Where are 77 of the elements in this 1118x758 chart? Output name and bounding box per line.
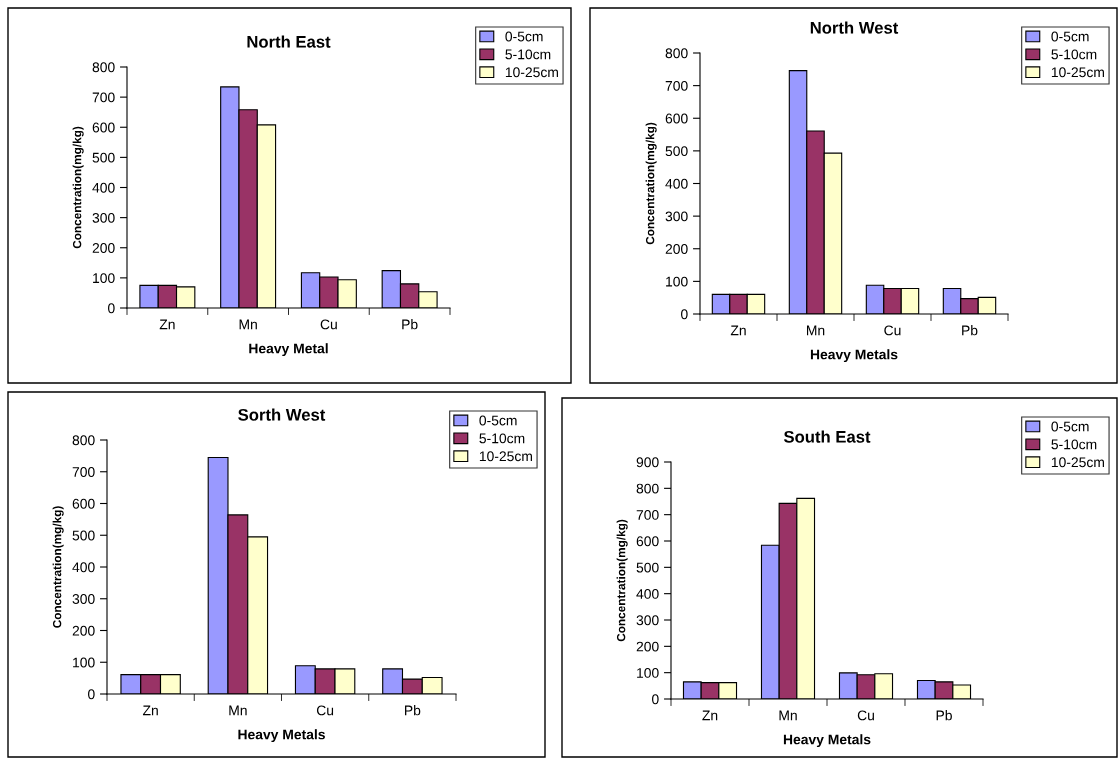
y-axis-title: Concentration(mg/kg) — [72, 126, 84, 249]
x-tick-label: Pb — [962, 325, 978, 336]
x-tick-label: Mn — [779, 710, 797, 721]
y-tick-label: 0 — [88, 689, 95, 700]
y-tick-label: 300 — [665, 211, 688, 222]
y-tick-label: 400 — [636, 589, 659, 599]
y-tick-label: 100 — [93, 273, 115, 284]
x-tick-label: Zn — [159, 319, 175, 330]
y-tick-label: 100 — [73, 657, 95, 668]
legend-label: 10-25cm — [479, 451, 532, 462]
y-tick-label: 500 — [92, 152, 115, 163]
y-tick-label: 400 — [72, 562, 95, 573]
x-axis-title: Heavy Metals — [783, 734, 871, 748]
x-axis-title: Heavy Metal — [249, 343, 328, 357]
y-tick-label: 600 — [72, 498, 95, 509]
chart-title: North West — [810, 21, 899, 34]
y-tick-label: 200 — [636, 641, 659, 652]
y-tick-label: 800 — [636, 483, 659, 494]
y-tick-label: 400 — [665, 178, 688, 189]
y-tick-label: 500 — [665, 146, 688, 157]
y-tick-label: 400 — [92, 182, 115, 193]
legend-label: 5-10cm — [479, 433, 525, 444]
x-tick-label: Pb — [405, 705, 421, 716]
y-tick-label: 100 — [666, 276, 688, 287]
x-tick-label: Cu — [857, 710, 874, 721]
x-axis-title: Heavy Metals — [238, 729, 325, 743]
y-axis-title: Concentration(mg/kg) — [52, 506, 64, 628]
y-tick-label: 800 — [92, 62, 115, 73]
legend-label: 10-25cm — [1051, 67, 1104, 78]
y-tick-label: 600 — [92, 122, 115, 133]
chart-title: North East — [247, 35, 331, 48]
y-tick-label: 600 — [636, 536, 659, 547]
y-axis-title: Concentration(mg/kg) — [645, 122, 657, 245]
x-tick-label: Zn — [702, 710, 718, 721]
y-tick-label: 700 — [72, 467, 95, 477]
y-tick-label: 0 — [652, 694, 659, 705]
y-tick-label: 0 — [681, 309, 688, 320]
x-tick-label: Mn — [806, 325, 825, 336]
legend-label: 5-10cm — [505, 49, 551, 60]
x-tick-label: Cu — [316, 705, 334, 716]
x-tick-label: Mn — [239, 319, 257, 330]
y-tick-label: 700 — [665, 80, 688, 91]
y-tick-label: 200 — [72, 625, 95, 636]
y-tick-label: 500 — [636, 562, 659, 573]
legend-label: 0-5cm — [479, 415, 517, 426]
x-tick-label: Mn — [229, 705, 247, 716]
legend-label: 0-5cm — [505, 31, 543, 42]
legend-label: 10-25cm — [1051, 457, 1104, 468]
x-tick-label: Cu — [884, 325, 901, 336]
y-tick-label: 600 — [665, 113, 688, 124]
y-tick-label: 0 — [108, 303, 115, 314]
y-tick-label: 900 — [636, 457, 659, 468]
y-axis-title: Concentration(mg/kg) — [616, 519, 628, 642]
y-tick-label: 800 — [665, 48, 688, 59]
y-tick-label: 100 — [637, 668, 659, 678]
legend-label: 0-5cm — [1051, 31, 1089, 42]
y-tick-label: 700 — [92, 92, 115, 103]
y-tick-label: 700 — [636, 510, 659, 520]
x-tick-label: Cu — [320, 319, 337, 330]
legend-label: 5-10cm — [1051, 439, 1097, 450]
chart-title: South East — [783, 430, 871, 443]
legend-label: 0-5cm — [1051, 421, 1089, 432]
y-tick-label: 300 — [636, 615, 659, 626]
y-tick-label: 300 — [72, 594, 95, 604]
legend-label: 5-10cm — [1051, 49, 1097, 60]
y-tick-label: 200 — [92, 243, 115, 253]
x-tick-label: Zn — [142, 705, 158, 716]
y-tick-label: 300 — [92, 212, 115, 223]
legend-label: 10-25cm — [505, 67, 558, 78]
chart-title: Sorth West — [238, 408, 326, 421]
x-tick-label: Pb — [936, 710, 952, 721]
x-axis-title: Heavy Metals — [810, 349, 898, 363]
y-tick-label: 800 — [72, 435, 95, 446]
x-tick-label: Pb — [402, 319, 418, 330]
y-tick-label: 500 — [72, 530, 95, 541]
x-tick-label: Zn — [730, 325, 746, 336]
y-tick-label: 200 — [665, 244, 688, 254]
